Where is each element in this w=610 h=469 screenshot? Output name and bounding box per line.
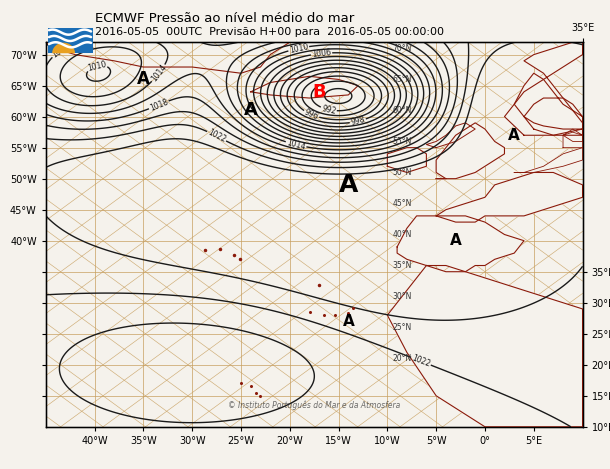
Polygon shape bbox=[514, 73, 583, 135]
Text: 45°N: 45°N bbox=[392, 199, 412, 208]
Text: 35°N: 35°N bbox=[392, 261, 412, 270]
Text: A: A bbox=[339, 173, 358, 197]
Text: A: A bbox=[244, 101, 257, 120]
FancyBboxPatch shape bbox=[48, 28, 93, 53]
Text: 25°N: 25°N bbox=[392, 323, 412, 332]
Text: 1014: 1014 bbox=[285, 138, 306, 151]
Text: 996: 996 bbox=[303, 107, 320, 121]
Text: ECMWF Pressão ao nível médio do mar: ECMWF Pressão ao nível médio do mar bbox=[95, 12, 354, 25]
Text: © Instituto Português do Mar e da Atmosfera: © Instituto Português do Mar e da Atmosf… bbox=[228, 401, 400, 410]
Text: 20°N: 20°N bbox=[392, 354, 412, 363]
Text: 50°N: 50°N bbox=[392, 168, 412, 177]
Wedge shape bbox=[52, 43, 75, 53]
Text: A: A bbox=[508, 128, 520, 143]
Text: 65°N: 65°N bbox=[392, 75, 412, 84]
Polygon shape bbox=[251, 76, 358, 98]
Text: 1022: 1022 bbox=[206, 128, 227, 144]
Text: 1014: 1014 bbox=[50, 41, 71, 60]
Text: 1022: 1022 bbox=[411, 354, 431, 369]
Polygon shape bbox=[397, 216, 524, 272]
Polygon shape bbox=[387, 148, 426, 173]
Text: 1010: 1010 bbox=[87, 60, 107, 73]
Text: 70°N: 70°N bbox=[392, 44, 412, 53]
Polygon shape bbox=[563, 129, 583, 148]
Polygon shape bbox=[514, 148, 583, 173]
Text: 1014: 1014 bbox=[149, 63, 168, 83]
Text: A: A bbox=[450, 233, 462, 248]
Polygon shape bbox=[436, 123, 504, 179]
Text: 55°N: 55°N bbox=[392, 137, 412, 146]
Text: 1010: 1010 bbox=[289, 42, 309, 55]
Text: A: A bbox=[137, 70, 150, 89]
Polygon shape bbox=[504, 42, 583, 135]
Text: 992: 992 bbox=[321, 104, 337, 116]
Text: 2016-05-05  00UTC  Previsão H+00 para  2016-05-05 00:00:00: 2016-05-05 00UTC Previsão H+00 para 2016… bbox=[95, 27, 443, 37]
Text: 1006: 1006 bbox=[312, 48, 332, 59]
Text: 40°N: 40°N bbox=[392, 230, 412, 239]
Text: 30°N: 30°N bbox=[392, 292, 412, 301]
Text: 60°N: 60°N bbox=[392, 106, 412, 115]
Text: 1018: 1018 bbox=[148, 97, 170, 113]
Polygon shape bbox=[387, 265, 583, 427]
Polygon shape bbox=[436, 173, 583, 222]
Text: 998: 998 bbox=[350, 115, 366, 127]
Text: A: A bbox=[342, 314, 354, 329]
Polygon shape bbox=[426, 123, 475, 148]
Text: B: B bbox=[312, 83, 326, 101]
